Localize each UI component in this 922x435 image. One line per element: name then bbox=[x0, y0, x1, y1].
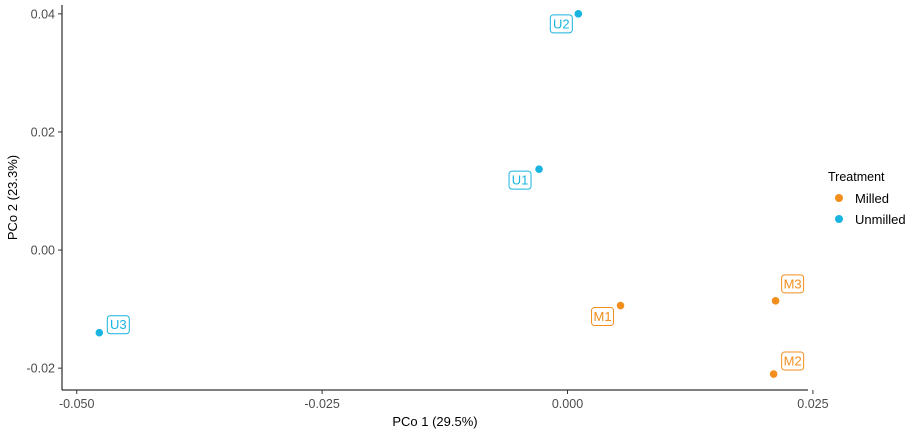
y-tick-label: -0.02 bbox=[27, 362, 56, 376]
y-axis-title: PCo 2 (23.3%) bbox=[5, 155, 20, 240]
point-m1 bbox=[616, 301, 625, 310]
x-axis-ticks: -0.050 -0.025 0.000 0.025 bbox=[59, 390, 829, 411]
legend-key-milled bbox=[835, 194, 843, 202]
label-m2: M2 bbox=[781, 351, 805, 371]
point-u1 bbox=[535, 165, 543, 173]
legend: Treatment Milled Unmilled bbox=[828, 170, 906, 227]
x-axis-title: PCo 1 (29.5%) bbox=[392, 414, 477, 429]
legend-label-milled: Milled bbox=[855, 191, 889, 206]
axes bbox=[61, 5, 808, 391]
label-text: M1 bbox=[593, 309, 611, 324]
x-tick-label: -0.050 bbox=[59, 397, 94, 411]
label-text: U2 bbox=[553, 16, 570, 31]
y-axis-ticks: -0.02 0.00 0.02 0.04 bbox=[27, 7, 62, 376]
legend-title: Treatment bbox=[828, 170, 885, 184]
label-text: M2 bbox=[784, 354, 802, 369]
label-box bbox=[781, 274, 805, 294]
label-text: U3 bbox=[110, 317, 127, 332]
label-text: M3 bbox=[784, 276, 802, 291]
point-u2 bbox=[574, 10, 583, 18]
y-tick-label: 0.04 bbox=[31, 7, 55, 21]
point-m3 bbox=[771, 297, 780, 305]
x-tick-label: 0.000 bbox=[552, 397, 583, 411]
label-box bbox=[549, 14, 573, 34]
label-box bbox=[508, 170, 532, 190]
label-u2: U2 bbox=[549, 14, 573, 34]
legend-key-unmilled bbox=[835, 215, 843, 223]
label-m1: M1 bbox=[591, 307, 615, 327]
x-tick-label: 0.025 bbox=[797, 397, 828, 411]
label-text: U1 bbox=[512, 173, 529, 188]
label-u3: U3 bbox=[106, 315, 130, 335]
point-labels: M1 M2 M3 U1 U2 U3 bbox=[106, 14, 805, 371]
point-u3 bbox=[95, 328, 104, 337]
point-m2 bbox=[769, 370, 778, 378]
label-m3: M3 bbox=[781, 274, 805, 294]
label-box bbox=[106, 315, 130, 335]
label-box bbox=[781, 351, 805, 371]
y-tick-label: 0.00 bbox=[31, 244, 55, 258]
label-u1: U1 bbox=[508, 170, 532, 190]
y-tick-label: 0.02 bbox=[31, 125, 55, 139]
data-points bbox=[95, 10, 780, 378]
x-tick-label: -0.025 bbox=[304, 397, 339, 411]
legend-label-unmilled: Unmilled bbox=[855, 212, 906, 227]
label-box bbox=[591, 307, 615, 327]
